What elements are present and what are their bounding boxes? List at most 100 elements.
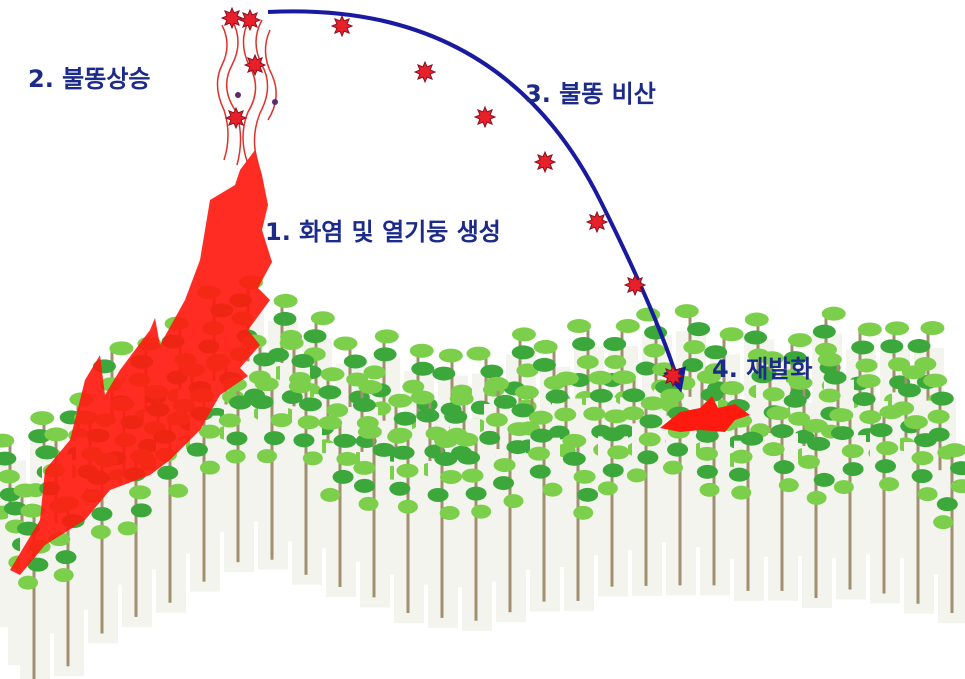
tree-foliage [787,333,812,348]
tree-foliage [674,304,699,319]
forest [0,275,965,679]
tree-foliage [439,505,460,520]
tree-foliage [615,319,640,334]
tree-foliage [917,487,938,502]
ember [623,273,647,297]
tree-trunk [848,415,852,590]
tree-foliage [466,346,491,361]
tree-foliage [576,355,599,370]
tree-foliage [885,321,910,336]
tree-foliage [859,410,882,425]
tree-foliage [833,480,854,495]
tree-trunk [780,413,784,591]
tree-trunk [916,422,920,604]
tree-foliage [35,445,59,460]
tree-foliage [484,376,509,391]
tree-foliage [302,451,323,466]
tree-foliage [812,324,836,339]
tree-foliage [911,451,934,466]
ember [473,105,497,129]
tree-trunk [134,456,138,617]
tree-foliage [432,366,456,381]
tree-foliage [291,354,315,369]
label-step3: 3. 불똥 비산 [525,80,656,108]
tree-foliage [465,486,487,501]
tree-trunk [508,429,512,613]
ember [220,6,244,30]
tree-foliage [572,337,596,352]
tree-foliage [942,443,965,458]
tree-foliage [229,395,253,410]
tree-trunk [66,503,70,667]
tree-foliage [604,409,629,424]
tree-foliage [27,557,49,572]
tree-foliage [439,469,462,484]
tree-foliage [0,433,15,448]
tree-foliage [109,341,134,356]
tree-foliage [226,431,248,446]
tree-foliage [759,351,784,366]
tree-foliage [573,469,596,484]
tree-foliage [320,367,345,382]
tree-foliage [626,468,647,483]
tree-foliage [696,369,721,384]
tree-trunk [610,416,614,587]
ember-dot [272,99,278,105]
tree-foliage [485,412,508,427]
tree-foliage [597,481,618,496]
tree-foliage [695,428,719,443]
tree-foliage [427,487,449,502]
tree-foliage [30,411,55,426]
tree-foliage [449,391,474,406]
tree-foliage [461,468,484,483]
tree-trunk [746,420,750,591]
rising-plume [216,19,277,166]
tree-foliage [920,321,945,336]
tree-trunk [100,459,104,634]
tree-trunk [168,418,172,603]
tree-foliage [807,436,831,451]
tree-foliage [696,464,718,479]
tree-foliage [933,515,954,530]
tree-foliage [444,409,468,424]
tree-foliage [320,487,341,502]
tree-foliage [554,407,577,422]
tree-foliage [529,464,551,479]
tree-foliage [731,485,752,500]
tree-foliage [911,469,933,484]
tree-trunk [644,403,648,586]
tree-foliage [353,478,375,493]
tree-foliage [562,451,586,466]
tree-foliage [751,369,775,384]
tree-foliage [514,385,539,400]
tree-foliage [416,408,440,423]
tree-foliage [273,311,297,326]
tree-foliage [577,487,599,502]
tree-foliage [199,460,220,475]
tree-foliage [788,375,813,390]
tree-foliage [358,380,383,395]
tree-foliage [639,414,663,429]
tree-foliage [851,340,875,355]
tree-foliage [667,442,689,457]
tree-trunk [202,395,206,582]
tree-foliage [480,364,504,379]
tree-foliage [603,337,627,352]
tree-foliage [511,403,535,418]
tree-foliage [682,358,704,373]
tree-foliage [830,426,854,441]
tree-foliage [542,482,563,497]
spot-fire [660,396,750,432]
ember-dot [235,92,241,98]
tree-foliage [588,370,613,385]
tree-foliage [818,388,841,403]
tree-trunk [406,434,410,614]
tree-foliage [788,411,811,426]
tree-trunk [950,450,954,614]
tree-foliage [842,462,864,477]
tree-foliage [332,469,354,484]
tree-foliage [303,329,327,344]
ember [330,14,354,38]
tree-foliage [923,373,948,388]
tree-foliage [225,449,246,464]
